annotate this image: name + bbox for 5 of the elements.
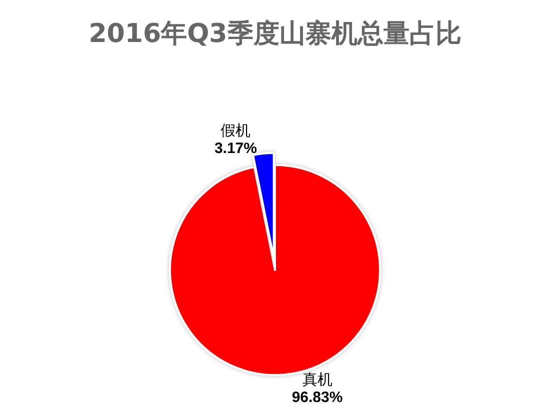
data-label: 96.83% <box>292 388 343 406</box>
data-label: 3.17% <box>214 140 257 158</box>
slice-label: 假机 <box>220 122 251 140</box>
chart-title: 2016年Q3季度山寨机总量占比 <box>88 19 462 49</box>
slice-label: 真机 <box>302 370 332 388</box>
